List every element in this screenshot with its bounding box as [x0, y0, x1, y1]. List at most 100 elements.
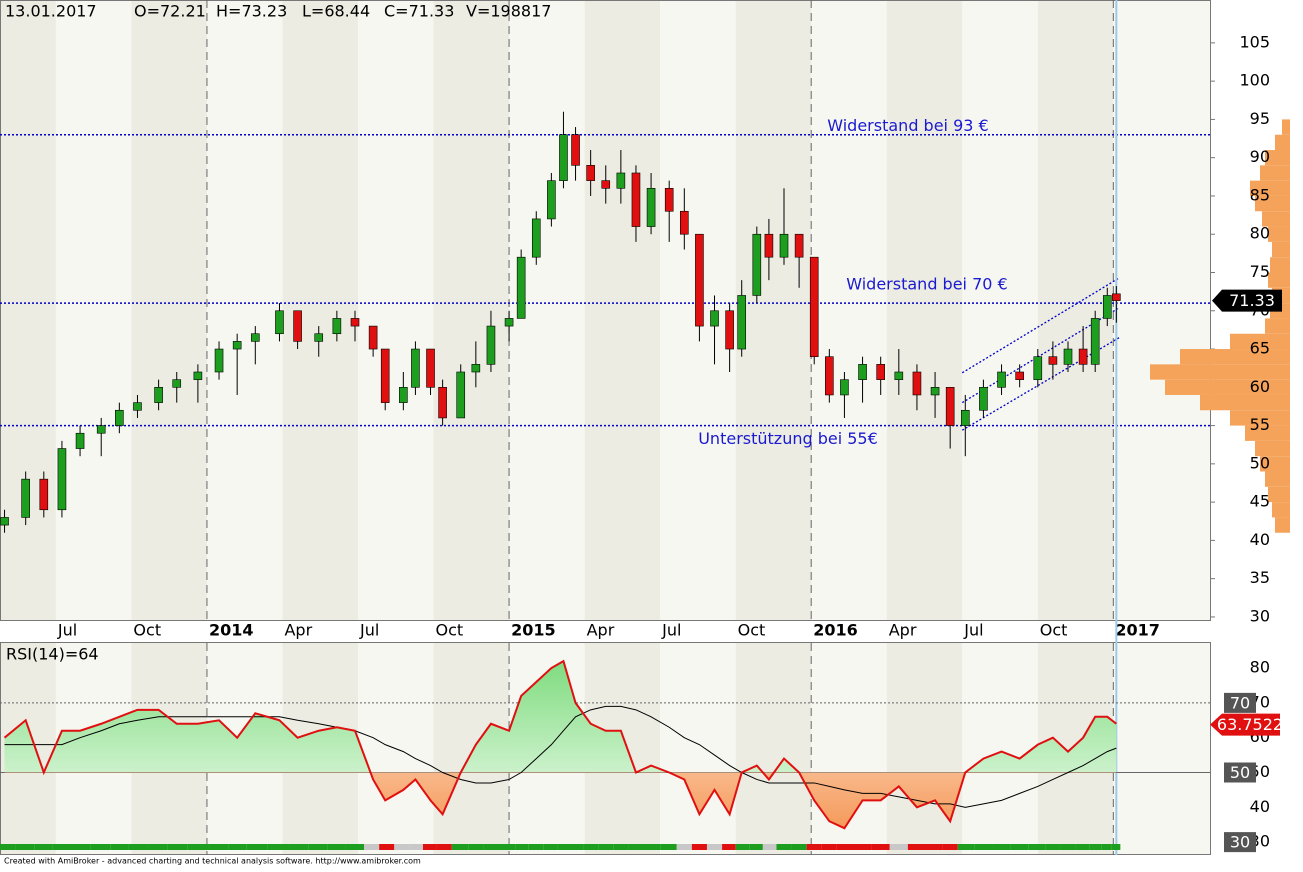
candle-body: [456, 371, 466, 419]
bg-band: [1113, 0, 1210, 620]
signal-strip: [187, 844, 209, 850]
bg-band: [55, 0, 132, 620]
x-tick-label: Oct: [436, 621, 464, 640]
candle-body: [695, 233, 704, 327]
signal-strip: [706, 844, 723, 850]
volume-profile-bar: [1245, 425, 1290, 441]
candle-body: [332, 318, 342, 335]
bg-band: [811, 0, 887, 620]
bg-band: [660, 643, 736, 855]
signal-strip: [308, 844, 328, 850]
signal-strip: [749, 844, 763, 850]
signal-strip: [1075, 844, 1090, 850]
x-tick-label: 2014: [209, 621, 254, 640]
bg-band: [962, 0, 1038, 620]
candle-body: [314, 333, 324, 342]
volume-profile-bar: [1180, 349, 1290, 365]
rsi-title: RSI(14)=64: [6, 645, 99, 664]
signal-strip: [167, 844, 188, 850]
signal-strip: [974, 844, 993, 850]
bg-band: [358, 0, 434, 620]
y-tick-label: 105: [1239, 32, 1270, 51]
signal-strip: [791, 844, 807, 850]
signal-strip: [422, 844, 437, 850]
signal-strip: [500, 844, 516, 850]
volume-profile-bar: [1270, 257, 1290, 273]
y-tick-label: 55: [1250, 415, 1270, 434]
signal-strip: [762, 844, 777, 850]
signal-strip: [992, 844, 1011, 850]
signal-strip: [208, 844, 229, 850]
candle-body: [411, 348, 420, 388]
candle-body: [737, 295, 747, 350]
volume-profile-bar: [1268, 226, 1290, 242]
signal-strip: [528, 844, 544, 850]
header-high: H=73.23: [216, 2, 287, 21]
volume-profile-bar: [1275, 517, 1290, 533]
candle-body: [960, 409, 970, 426]
signal-strip: [1111, 844, 1121, 850]
rsi-line: [3, 659, 1117, 830]
bg-band: [0, 0, 56, 620]
signal-strip: [267, 844, 289, 850]
candle-body: [809, 256, 819, 357]
level-label: Unterstützung bei 55€: [698, 429, 878, 448]
y-tick-label: 35: [1250, 568, 1270, 587]
volume-profile-bar: [1230, 333, 1290, 350]
candle-body: [1015, 371, 1024, 380]
candle-body: [930, 387, 940, 396]
bg-band: [206, 0, 283, 620]
x-tick-label: Jul: [661, 621, 681, 640]
volume-profile-bar: [1255, 195, 1290, 212]
y-tick-label: 100: [1239, 71, 1270, 90]
level-label: Widerstand bei 70 €: [846, 275, 1007, 294]
header-date: 13.01.2017: [5, 2, 97, 21]
signal-strip: [821, 844, 837, 850]
header-close: C=71.33: [384, 2, 454, 21]
header-low: L=68.44: [302, 2, 370, 21]
x-tick-label: Jul: [359, 621, 379, 640]
footer: Created with AmiBroker - advanced charti…: [4, 857, 421, 866]
y-tick-label: 95: [1250, 109, 1270, 128]
signal-strip: [1101, 844, 1112, 850]
candle-body: [350, 318, 360, 327]
panel-border: [0, 642, 1211, 855]
volume-profile-bar: [1165, 379, 1290, 395]
candle-body: [193, 371, 203, 380]
candle-body: [616, 172, 626, 189]
volume-profile-bar: [1268, 486, 1290, 503]
signal-strip: [889, 844, 908, 850]
signal-strip: [379, 844, 395, 850]
candle-body: [214, 348, 224, 373]
signal-strip: [327, 844, 346, 850]
rsi-tick-label: 40: [1250, 797, 1270, 816]
signal-strip: [543, 844, 558, 850]
y-tick-label: 65: [1250, 339, 1270, 358]
y-tick-label: 75: [1250, 262, 1270, 281]
candle-body: [1112, 293, 1121, 301]
signal-strip: [907, 844, 927, 850]
signal-strip: [0, 844, 16, 850]
candle-body: [438, 387, 447, 419]
signal-strip: [583, 844, 599, 850]
candle-body: [1102, 295, 1112, 319]
signal-strip: [942, 844, 958, 850]
volume-profile-bar: [1265, 318, 1290, 334]
signal-strip: [451, 844, 469, 850]
signal-strip: [1089, 844, 1102, 850]
candle-body: [631, 172, 641, 227]
volume-profile-bar: [1260, 456, 1290, 472]
signal-strip: [613, 844, 629, 850]
layer: Jul Oct 2014 Apr Jul Oct 2015 Apr Jul Oct 2016 Apr J…: [0, 0, 1290, 855]
x-tick-label: Apr: [284, 621, 312, 640]
candle-body: [945, 387, 955, 426]
volume-profile-bar: [1268, 272, 1290, 288]
y-tick-label: 40: [1250, 530, 1270, 549]
y-tick-label: 45: [1250, 492, 1270, 511]
volume-profile-bar: [1282, 119, 1290, 135]
signal-strip: [1010, 844, 1029, 850]
candle-body: [646, 187, 656, 227]
volume-profile-bar: [1272, 241, 1290, 258]
signal-strip: [345, 844, 365, 850]
candle-body: [0, 517, 9, 526]
